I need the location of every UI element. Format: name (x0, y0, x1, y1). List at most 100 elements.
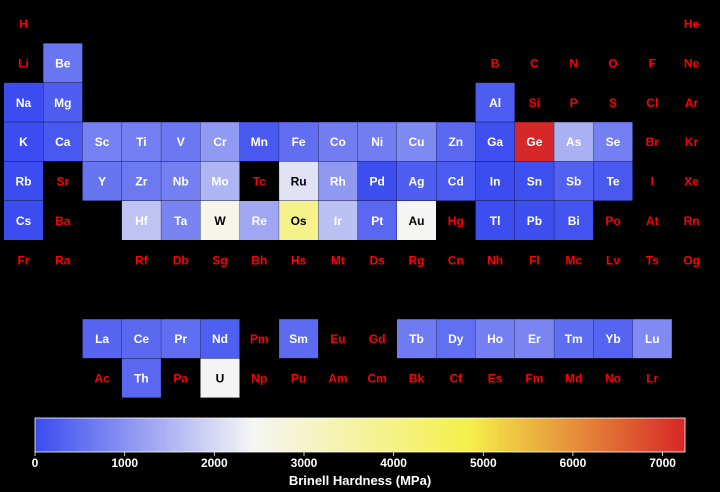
colorbar-tick-label: 2000 (201, 456, 228, 470)
symbol-cf: Cf (449, 372, 463, 386)
symbol-sc: Sc (95, 135, 110, 149)
cell-os (279, 201, 319, 240)
symbol-cs: Cs (16, 214, 32, 228)
cell-y (82, 161, 122, 201)
cell-mo (200, 161, 240, 201)
symbol-si: Si (529, 96, 540, 110)
symbol-pd: Pd (370, 175, 385, 189)
element-cells: H He Li Be B C N O F Ne Na Mg Al Si P S Cl Ar K Ca Sc Ti V Cr Mn… (4, 17, 700, 398)
cell-nb (161, 161, 201, 201)
symbol-lu: Lu (645, 332, 660, 346)
symbol-bh: Bh (251, 253, 267, 267)
symbol-rh: Rh (330, 175, 346, 189)
cell-se (593, 122, 633, 162)
cell-tl (475, 201, 515, 240)
symbol-be: Be (55, 56, 71, 70)
cell-k (4, 122, 43, 162)
symbol-p: P (570, 96, 578, 110)
symbol-cn: Cn (448, 253, 464, 267)
cell-cu (397, 122, 436, 162)
symbol-tm: Tm (565, 332, 583, 346)
symbol-am: Am (328, 372, 347, 386)
symbol-cl: Cl (646, 96, 658, 110)
cell-na (4, 82, 43, 122)
symbol-eu: Eu (330, 332, 345, 346)
symbol-tc: Tc (253, 175, 266, 189)
symbol-ts: Ts (646, 253, 659, 267)
symbol-pr: Pr (174, 332, 187, 346)
symbol-fe: Fe (292, 135, 306, 149)
symbol-as: As (566, 135, 582, 149)
symbol-pb: Pb (527, 214, 542, 228)
symbol-nh: Nh (487, 253, 503, 267)
symbol-re: Re (252, 214, 268, 228)
symbol-pm: Pm (250, 332, 269, 346)
symbol-hf: Hf (135, 214, 149, 228)
symbol-kr: Kr (685, 135, 699, 149)
colorbar-label: Brinell Hardness (MPa) (289, 473, 431, 488)
cell-ta (161, 201, 201, 240)
cell-sc (82, 122, 122, 162)
symbol-hg: Hg (448, 214, 464, 228)
symbol-zn: Zn (448, 135, 463, 149)
cell-ti (121, 122, 161, 162)
cell-te (593, 161, 633, 201)
cell-ce (121, 319, 161, 359)
symbol-at: At (646, 214, 659, 228)
symbol-ni: Ni (371, 135, 383, 149)
symbol-mt: Mt (331, 253, 345, 267)
cell-ge (514, 122, 554, 162)
symbol-te: Te (606, 175, 619, 189)
symbol-cr: Cr (213, 135, 227, 149)
cell-th (121, 358, 161, 398)
cell-zr (121, 161, 161, 201)
symbol-n: N (569, 56, 578, 70)
symbol-os: Os (291, 214, 307, 228)
symbol-hs: Hs (291, 253, 307, 267)
colorbar-tick-label: 5000 (470, 456, 497, 470)
cell-sm (279, 319, 319, 359)
symbol-pu: Pu (291, 372, 306, 386)
symbol-rb: Rb (16, 175, 32, 189)
cell-as (554, 122, 594, 162)
cell-in (475, 161, 515, 201)
cell-dy (436, 319, 476, 359)
cell-pd (357, 161, 397, 201)
symbol-cu: Cu (409, 135, 425, 149)
symbol-ag: Ag (409, 175, 425, 189)
symbol-ta: Ta (174, 214, 187, 228)
cell-sn (514, 161, 554, 201)
symbol-u: U (216, 372, 225, 386)
cell-be (43, 43, 83, 83)
symbol-mn: Mn (251, 135, 268, 149)
symbol-ga: Ga (487, 135, 503, 149)
symbol-dy: Dy (448, 332, 464, 346)
cell-au (397, 201, 436, 240)
symbol-nb: Nb (173, 175, 189, 189)
cell-ru (279, 161, 319, 201)
colorbar-gradient (34, 417, 686, 453)
symbol-se: Se (606, 135, 621, 149)
cell-u (200, 358, 240, 398)
cell-rb (4, 161, 43, 201)
symbol-ce: Ce (134, 332, 150, 346)
symbol-ir: Ir (334, 214, 342, 228)
symbol-mo: Mo (211, 175, 228, 189)
cell-mg (43, 82, 83, 122)
symbol-co: Co (330, 135, 346, 149)
cell-tb (397, 319, 436, 359)
symbol-po: Po (605, 214, 620, 228)
colorbar-tick-label: 1000 (111, 456, 138, 470)
symbol-ho: Ho (487, 332, 503, 346)
colorbar-tick-label: 6000 (560, 456, 587, 470)
cell-cs (4, 201, 43, 240)
symbol-mc: Mc (565, 253, 582, 267)
cell-ho (475, 319, 515, 359)
cell-ag (397, 161, 436, 201)
symbol-db: Db (173, 253, 189, 267)
symbol-pa: Pa (173, 372, 188, 386)
symbol-s: S (609, 96, 617, 110)
symbol-rg: Rg (409, 253, 425, 267)
cell-yb (593, 319, 633, 359)
cell-w (200, 201, 240, 240)
